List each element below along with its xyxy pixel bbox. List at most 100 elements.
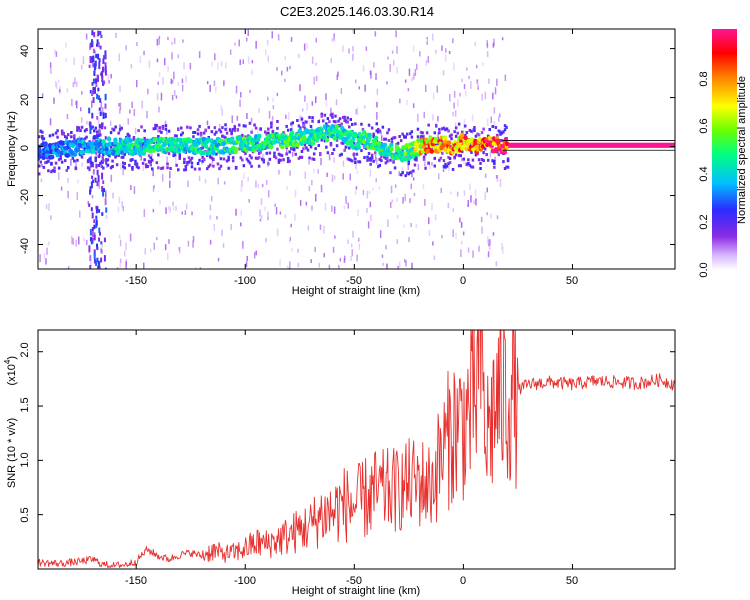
spectrogram-cell [404, 79, 407, 83]
spectrogram-cell [541, 142, 544, 148]
spectrogram-cell [286, 186, 288, 191]
spectrogram-cell [119, 263, 121, 269]
spectrogram-cell [411, 262, 413, 269]
spectrogram-cell [241, 180, 243, 187]
spectrogram-cell [282, 131, 285, 135]
spectrogram-cell [124, 251, 126, 257]
spectrogram-cell [93, 70, 96, 77]
spectrogram-cell [306, 102, 308, 111]
spectrogram-cell [480, 131, 484, 135]
spectrogram-cell [416, 135, 420, 139]
spectrogram-cell [95, 260, 98, 266]
spectrogram-cell [551, 142, 554, 148]
spectrogram-cell [120, 155, 123, 159]
spectrogram-cell [591, 142, 593, 148]
spectrogram-cell [464, 146, 469, 152]
spectrogram-cell [372, 159, 375, 163]
spectrogram-cell [196, 162, 200, 165]
spectrogram-cell [128, 163, 131, 167]
spectrogram-cell [422, 183, 425, 190]
spectrogram-cell [480, 144, 486, 149]
spectrogram-cell [332, 246, 335, 253]
spectrogram-cell [123, 152, 126, 156]
spectrogram-cell [279, 211, 282, 215]
spectrogram-cell [412, 169, 415, 173]
spectrogram-cell [288, 239, 291, 244]
spectrogram-cell [96, 181, 99, 187]
spectrogram-cell [398, 135, 401, 138]
spectrogram-cell [199, 267, 202, 269]
spectrogram-cell [412, 103, 415, 109]
spectrogram-cell [576, 142, 579, 148]
spectrogram-cell [479, 142, 482, 146]
spectrogram-cell [289, 65, 291, 70]
spectrogram-cell [470, 129, 473, 133]
spectrogram-cell [38, 135, 41, 139]
spectrogram-cell [357, 135, 360, 139]
spectrogram-cell [487, 134, 490, 138]
spectrogram-cell [242, 59, 244, 64]
spectrogram-cell [306, 148, 310, 152]
spectrogram-cell [57, 166, 61, 170]
spectrogram-cell [271, 31, 273, 39]
spectrogram-cell [459, 92, 461, 97]
spectrogram-cell [102, 166, 105, 170]
spectrogram-cell [416, 127, 420, 131]
spectrogram-cell [299, 200, 302, 206]
spectrogram-cell [168, 206, 170, 211]
spectrogram-cell [288, 112, 290, 120]
spectrogram-cell [70, 131, 73, 134]
spectrogram-cell [447, 155, 450, 159]
spectrogram-cell [378, 157, 381, 161]
spectrogram-cell [175, 163, 178, 167]
spectrogram-cell [408, 237, 410, 243]
spectrogram-cell [596, 142, 599, 148]
spectrogram-cell [119, 102, 122, 111]
spectrogram-cell [434, 214, 437, 221]
spectrogram-cell [370, 153, 374, 157]
spectrogram-cell [312, 157, 316, 161]
spectrogram-cell [94, 177, 97, 183]
spectrogram-cell [593, 142, 596, 148]
spectrogram-cell [325, 101, 328, 107]
snr-panel: -150 -100 -50 0 50 Height of straight li… [3, 329, 676, 597]
spectrogram-cell [334, 114, 337, 118]
spectrogram-cell [279, 153, 282, 157]
spectrogram-cell [41, 164, 43, 168]
spectrogram-cell [246, 113, 248, 119]
spectrogram-cell [91, 162, 94, 166]
spectrogram-cell [122, 155, 125, 159]
spectrogram-cell [291, 248, 293, 252]
spectrogram-cell [361, 127, 365, 131]
spectrogram-cell [280, 144, 285, 150]
spectrogram-cell [500, 131, 504, 135]
spectrogram-cell [534, 142, 537, 148]
spectrogram-cell [267, 55, 269, 62]
spectrogram-cell [89, 189, 92, 195]
spectrogram-cell [407, 162, 410, 166]
spectrogram-cell [540, 142, 543, 148]
spectrogram-cell [427, 56, 429, 63]
spectrogram-cell [178, 156, 181, 160]
spectrogram-cell [151, 148, 156, 154]
spectrogram-cell [136, 42, 138, 47]
spectrogram-cell [126, 133, 130, 136]
spectrogram-cell [103, 126, 107, 130]
spectrogram-cell [82, 56, 85, 65]
spectrogram-cell [307, 140, 312, 145]
spectrogram-cell [417, 113, 419, 122]
spectrogram-cell [501, 242, 503, 250]
spectrogram-cell [230, 223, 232, 231]
spectrogram-cell [399, 173, 403, 177]
spectrogram-cell [395, 30, 397, 38]
spectrogram-cell [493, 121, 496, 128]
spectrogram-cell [262, 153, 265, 160]
spectrogram-cell [177, 127, 180, 131]
spectrogram-cell [320, 138, 323, 142]
spectrogram-cell [479, 167, 482, 170]
spectrogram-cell [457, 99, 459, 107]
spectrogram-cell [329, 141, 333, 145]
spectrogram-cell [344, 145, 348, 149]
spectrogram-cell [558, 142, 561, 148]
spectrogram-cell [413, 157, 417, 161]
